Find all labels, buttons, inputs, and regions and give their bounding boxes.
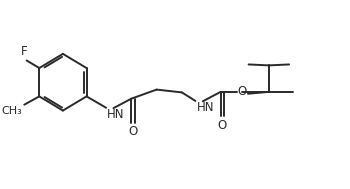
Text: CH₃: CH₃ — [2, 106, 23, 116]
Text: O: O — [238, 85, 247, 98]
Text: HN: HN — [107, 108, 125, 121]
Text: O: O — [218, 119, 227, 132]
Text: F: F — [21, 45, 27, 58]
Text: HN: HN — [196, 101, 214, 114]
Text: O: O — [128, 125, 138, 139]
